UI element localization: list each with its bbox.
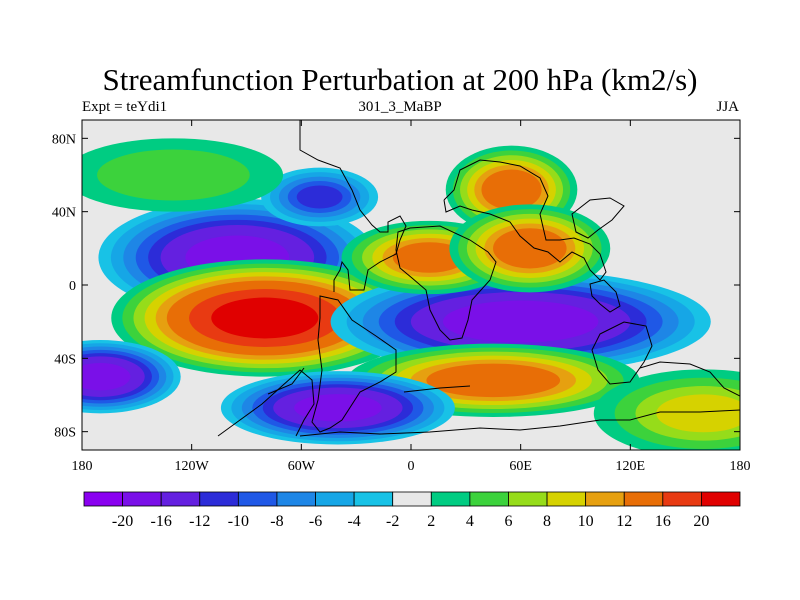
color-bar-swatch: [624, 492, 663, 506]
color-bar-swatch: [547, 492, 586, 506]
color-bar-swatch: [470, 492, 509, 506]
color-bar-label: -20: [112, 513, 133, 530]
color-bar-swatch: [161, 492, 200, 506]
color-bar-swatch: [84, 492, 123, 506]
color-bar-label: 6: [504, 513, 512, 530]
contour-band: [97, 149, 250, 200]
color-bar-label: 8: [543, 513, 551, 530]
color-bar-swatch: [238, 492, 277, 506]
color-bar-label: -8: [270, 513, 283, 530]
y-tick-label: 80S: [54, 426, 76, 441]
y-tick-label: 40N: [52, 206, 76, 221]
color-bar-label: -2: [386, 513, 399, 530]
contour-band: [297, 186, 343, 209]
contour-band: [211, 298, 318, 339]
y-tick-label: 40S: [54, 352, 76, 367]
color-bar-label: -10: [228, 513, 249, 530]
color-bar-label: 12: [616, 513, 632, 530]
color-bar-swatch: [393, 492, 432, 506]
color-bar-label: 20: [693, 513, 709, 530]
map-chart: 180 120W 60W 0 60E 120E 180 80N 40N 0 40S 80S -20 -1…: [0, 0, 800, 600]
color-bar-swatch: [316, 492, 355, 506]
y-tick-label: 80N: [52, 132, 76, 147]
contour-band: [426, 364, 560, 398]
color-bar-label: 2: [427, 513, 435, 530]
contour-band: [656, 394, 750, 432]
color-bar-swatch: [354, 492, 393, 506]
x-tick-label: 0: [408, 459, 415, 474]
contour-band: [481, 170, 541, 210]
color-bar-label: -12: [189, 513, 210, 530]
color-bar-label: -16: [151, 513, 172, 530]
contour-band: [70, 363, 130, 390]
x-tick-label: 120E: [616, 459, 646, 474]
color-bar-swatch: [586, 492, 625, 506]
x-tick-label: 180: [72, 459, 93, 474]
color-bar-label: 16: [655, 513, 671, 530]
color-bar-swatch: [277, 492, 316, 506]
x-tick-label: 120W: [175, 459, 210, 474]
color-bar-label: 10: [578, 513, 594, 530]
color-bar-swatch: [508, 492, 547, 506]
color-bar-swatch: [123, 492, 162, 506]
color-bar-swatch: [663, 492, 702, 506]
x-tick-label: 60W: [288, 459, 316, 474]
y-tick-label: 0: [69, 279, 76, 294]
contour-band: [493, 228, 567, 268]
contour-band: [294, 394, 382, 421]
color-bar-label: -6: [309, 513, 322, 530]
x-tick-label: 180: [730, 459, 751, 474]
x-tick-label: 60E: [509, 459, 532, 474]
color-bar-swatch: [701, 492, 740, 506]
color-bar-swatch: [200, 492, 239, 506]
color-bar-label: -4: [347, 513, 360, 530]
color-bar-swatch: [431, 492, 470, 506]
contour-band: [443, 301, 598, 343]
color-bar: -20 -16 -12 -10 -8 -6 -4 -2 2 4 6 8 10 12 16 20: [84, 492, 740, 530]
color-bar-label: 4: [466, 513, 474, 530]
